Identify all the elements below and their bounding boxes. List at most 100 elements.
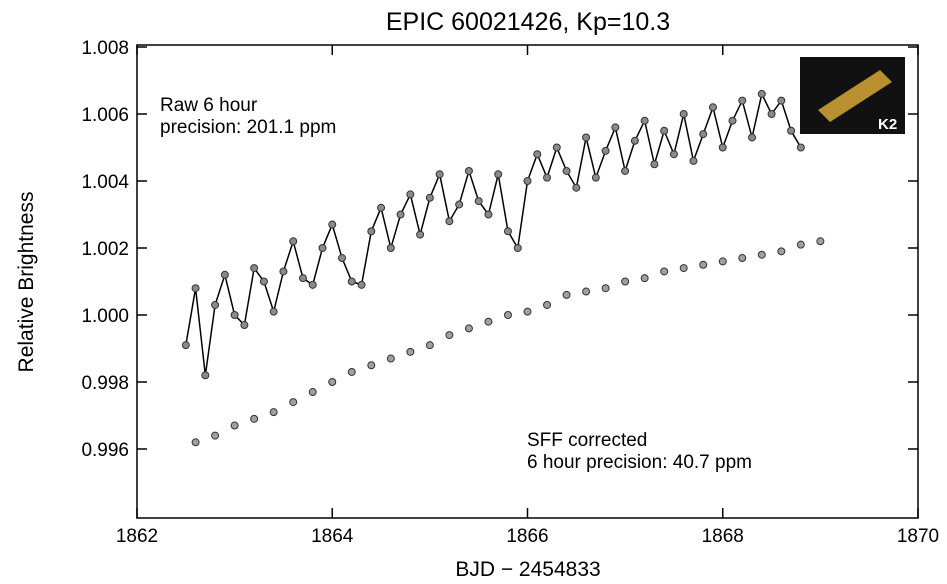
data-point bbox=[464, 324, 473, 333]
data-point bbox=[728, 116, 737, 125]
data-point bbox=[699, 130, 708, 139]
data-point bbox=[757, 250, 766, 259]
x-tick-label: 1868 bbox=[702, 526, 744, 547]
data-point bbox=[328, 220, 337, 229]
y-tick-label: 1.008 bbox=[81, 38, 129, 59]
data-point bbox=[425, 341, 434, 350]
data-point bbox=[250, 414, 259, 423]
data-point bbox=[230, 310, 239, 319]
data-point bbox=[230, 421, 239, 430]
data-point bbox=[513, 244, 522, 253]
data-point bbox=[201, 371, 210, 380]
data-point bbox=[464, 166, 473, 175]
y-tick-label: 1.006 bbox=[81, 105, 129, 126]
x-tick-label: 1862 bbox=[116, 526, 158, 547]
data-point bbox=[406, 347, 415, 356]
y-tick-label: 0.998 bbox=[81, 373, 129, 394]
data-point bbox=[572, 183, 581, 192]
annotation: Raw 6 hour bbox=[160, 95, 258, 116]
data-point bbox=[777, 96, 786, 105]
data-point bbox=[445, 331, 454, 340]
data-point bbox=[425, 193, 434, 202]
y-tick-label: 1.004 bbox=[81, 172, 129, 193]
y-axis-label: Relative Brightness bbox=[15, 192, 38, 373]
x-tick-label: 1870 bbox=[897, 526, 939, 547]
data-point bbox=[406, 190, 415, 199]
data-point bbox=[503, 227, 512, 236]
data-point bbox=[494, 170, 503, 179]
data-point bbox=[591, 173, 600, 182]
data-point bbox=[308, 388, 317, 397]
data-point bbox=[582, 287, 591, 296]
annotation: 6 hour precision: 40.7 ppm bbox=[527, 452, 752, 473]
data-point bbox=[601, 146, 610, 155]
data-point bbox=[250, 264, 259, 273]
data-point bbox=[543, 300, 552, 309]
chart-title: EPIC 60021426, Kp=10.3 bbox=[386, 8, 670, 36]
data-point bbox=[796, 143, 805, 152]
data-point bbox=[386, 354, 395, 363]
data-point bbox=[640, 116, 649, 125]
data-point bbox=[660, 267, 669, 276]
data-point bbox=[347, 277, 356, 286]
data-point bbox=[474, 197, 483, 206]
annotation: SFF corrected bbox=[527, 430, 647, 451]
data-point bbox=[718, 257, 727, 266]
data-point bbox=[503, 310, 512, 319]
data-point bbox=[220, 270, 229, 279]
data-point bbox=[708, 103, 717, 112]
data-point bbox=[679, 264, 688, 273]
data-point bbox=[211, 300, 220, 309]
data-point bbox=[718, 143, 727, 152]
data-point bbox=[601, 284, 610, 293]
data-point bbox=[318, 244, 327, 253]
data-point bbox=[777, 247, 786, 256]
data-point bbox=[289, 237, 298, 246]
data-point bbox=[543, 173, 552, 182]
data-point bbox=[269, 307, 278, 316]
x-tick-label: 1866 bbox=[506, 526, 548, 547]
data-point bbox=[640, 274, 649, 283]
data-point bbox=[611, 123, 620, 132]
data-point bbox=[181, 341, 190, 350]
annotation: precision: 201.1 ppm bbox=[160, 117, 336, 138]
data-point bbox=[562, 290, 571, 299]
logo-telescope bbox=[818, 70, 892, 122]
data-point bbox=[191, 438, 200, 447]
data-point bbox=[621, 277, 630, 286]
data-point bbox=[650, 160, 659, 169]
data-point bbox=[816, 237, 825, 246]
series-line bbox=[185, 91, 802, 376]
data-point bbox=[582, 133, 591, 142]
data-point bbox=[367, 361, 376, 370]
data-point bbox=[787, 126, 796, 135]
y-tick-label: 1.002 bbox=[81, 239, 129, 260]
logo: K2 bbox=[800, 57, 905, 134]
data-point bbox=[738, 254, 747, 263]
data-point bbox=[259, 277, 268, 286]
data-point bbox=[386, 244, 395, 253]
y-tick-label: 0.996 bbox=[81, 440, 129, 461]
x-tick-label: 1864 bbox=[311, 526, 354, 547]
data-point bbox=[533, 150, 542, 159]
data-point bbox=[796, 240, 805, 249]
data-point bbox=[396, 210, 405, 219]
data-point bbox=[435, 170, 444, 179]
data-point bbox=[484, 210, 493, 219]
data-point bbox=[338, 254, 347, 263]
data-point bbox=[328, 377, 337, 386]
data-point bbox=[191, 284, 200, 293]
data-point bbox=[748, 133, 757, 142]
data-point bbox=[240, 321, 249, 330]
data-point bbox=[298, 274, 307, 283]
data-point bbox=[523, 177, 532, 186]
data-point bbox=[738, 96, 747, 105]
data-point bbox=[484, 317, 493, 326]
data-point bbox=[660, 126, 669, 135]
data-point bbox=[308, 280, 317, 289]
data-point bbox=[445, 217, 454, 226]
data-point bbox=[630, 136, 639, 145]
data-point bbox=[757, 89, 766, 98]
y-tick-label: 1.000 bbox=[81, 306, 129, 327]
